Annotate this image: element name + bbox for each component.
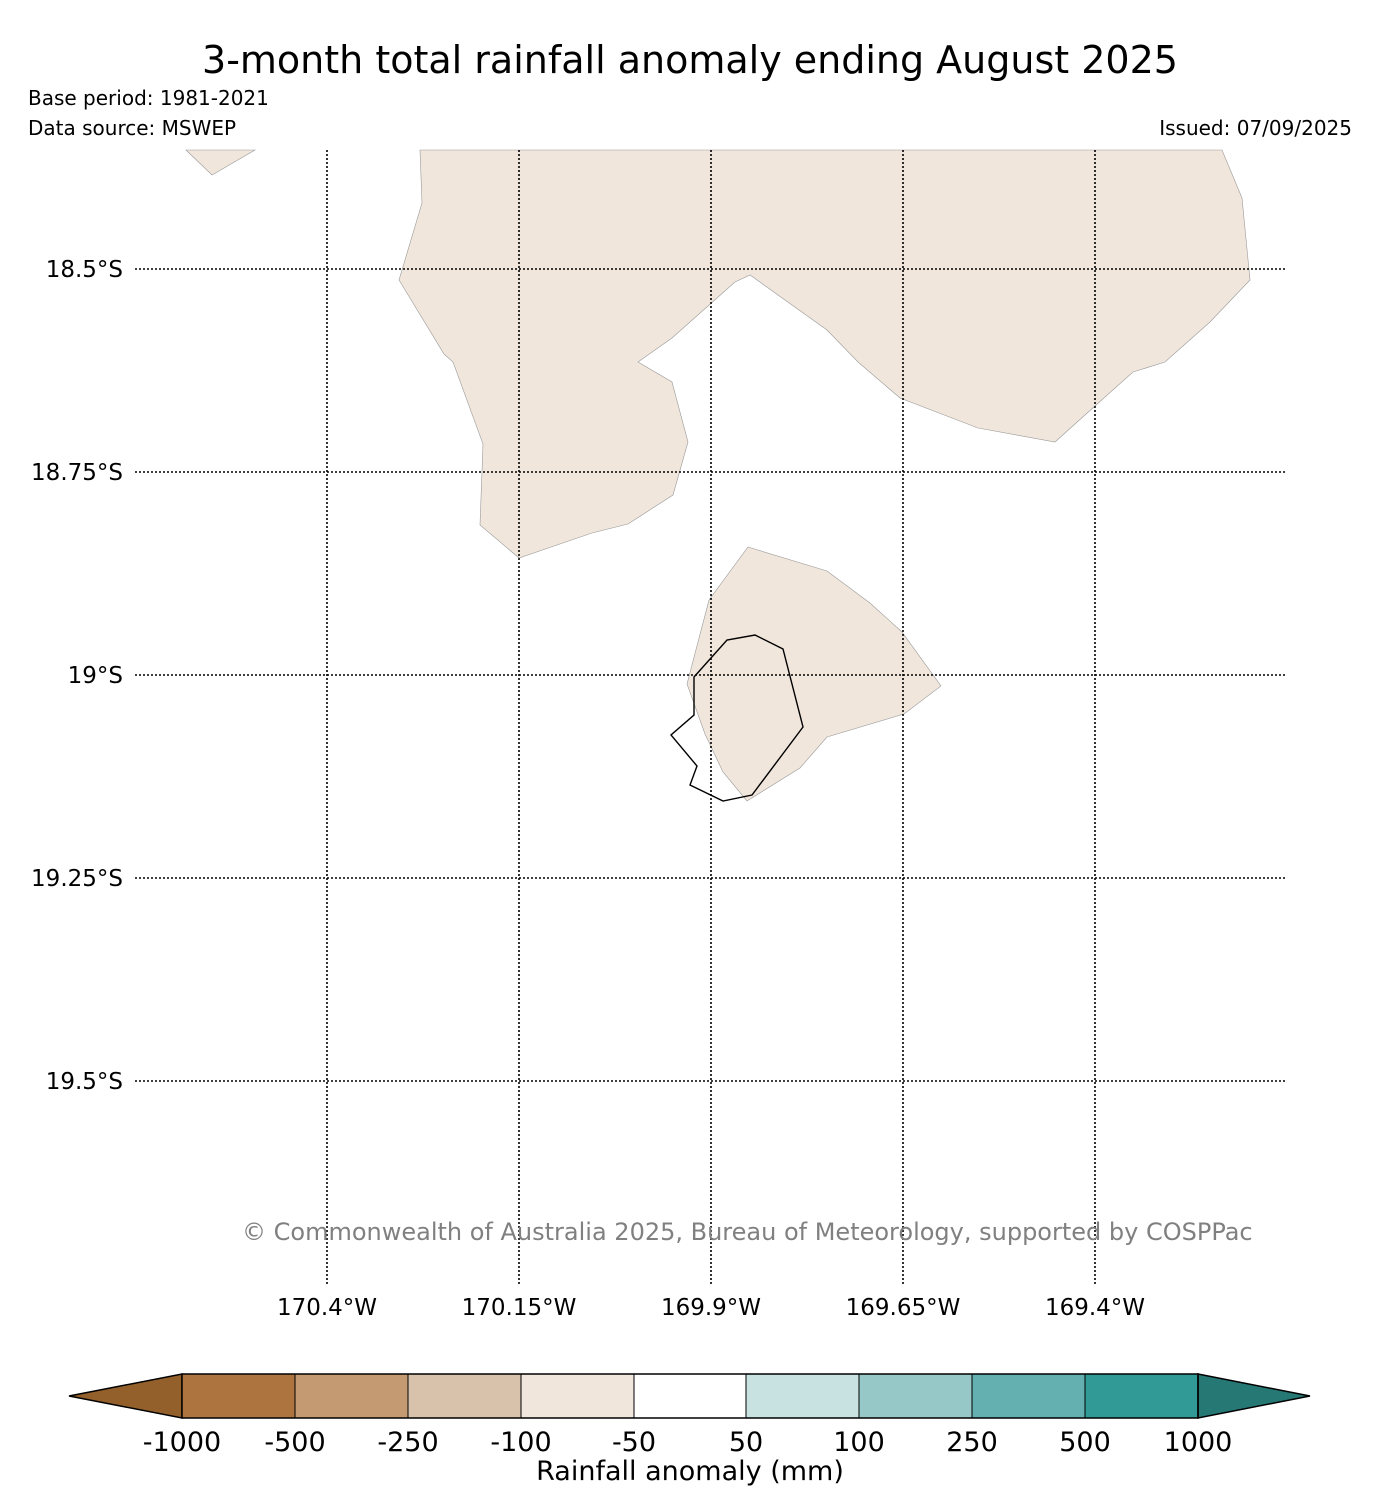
colorbar-tick-label: 100 [833,1427,885,1458]
colorbar-tick-label: -250 [377,1427,438,1458]
lon-label-169-4: 169.4°W [1045,1295,1145,1321]
colorbar-extend-high [1197,1373,1311,1419]
colorbar-bin-5 [634,1374,746,1418]
copyright-notice: © Commonwealth of Australia 2025, Bureau… [242,1218,1253,1246]
land-region-north [398,149,1251,559]
colorbar-tick-label: -500 [264,1427,325,1458]
colorbar-bin-2 [295,1374,408,1418]
colorbar-bin-7 [859,1374,972,1418]
lat-label-19: 19°S [68,663,123,689]
colorbar-bin-4 [521,1374,634,1418]
land-region-island [686,546,942,802]
colorbar-tick-label: -100 [490,1427,551,1458]
lon-label-170-15: 170.15°W [462,1295,577,1321]
colorbar-bin-8 [972,1374,1085,1418]
gridlines [135,150,1286,1286]
lon-label-169-9: 169.9°W [661,1295,761,1321]
colorbar-tick-label: 1000 [1164,1427,1233,1458]
colorbar-bin-6 [746,1374,859,1418]
land-fragment-topleft [185,149,257,176]
island-coastline [670,634,804,802]
colorbar: -1000 -500 -250 -100 -50 50 100 250 500 … [68,1373,1311,1458]
issued-date-text: Issued: 07/09/2025 [1159,116,1352,140]
lat-label-19-5: 19.5°S [46,1069,123,1095]
lat-label-18-75: 18.75°S [31,460,123,486]
lat-label-18-5: 18.5°S [46,257,123,283]
lon-label-170-4: 170.4°W [277,1295,377,1321]
colorbar-tick-label: 250 [946,1427,998,1458]
lon-label-169-65: 169.65°W [846,1295,961,1321]
colorbar-bin-3 [408,1374,521,1418]
colorbar-tick-label: -1000 [143,1427,221,1458]
colorbar-bin-9 [1085,1374,1198,1418]
colorbar-bin-1 [182,1374,295,1418]
colorbar-axis-label: Rainfall anomaly (mm) [536,1456,844,1487]
colorbar-extend-low [68,1373,183,1419]
colorbar-tick-label: 500 [1059,1427,1111,1458]
lat-label-19-25: 19.25°S [31,866,123,892]
colorbar-tick-label: -50 [612,1427,656,1458]
map-title: 3-month total rainfall anomaly ending Au… [202,38,1178,82]
base-period-text: Base period: 1981-2021 [28,86,269,110]
colorbar-tick-label: 50 [729,1427,763,1458]
land-areas [185,149,1251,802]
data-source-text: Data source: MSWEP [28,116,237,140]
